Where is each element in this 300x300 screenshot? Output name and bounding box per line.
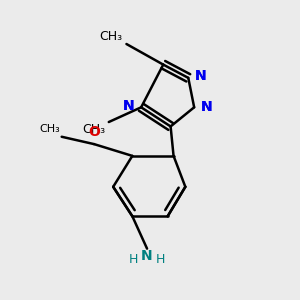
Text: N: N — [201, 100, 212, 114]
Text: N: N — [201, 100, 212, 114]
Text: CH₃: CH₃ — [99, 29, 122, 43]
Text: N: N — [123, 99, 135, 113]
Text: N: N — [195, 69, 206, 83]
Text: N: N — [141, 249, 153, 263]
Text: CH₃: CH₃ — [39, 124, 60, 134]
Text: N: N — [201, 100, 212, 114]
Text: N: N — [195, 69, 206, 83]
Text: H: H — [129, 253, 139, 266]
Text: O: O — [89, 125, 100, 140]
Text: H: H — [156, 253, 165, 266]
Text: N: N — [123, 99, 135, 113]
Text: N: N — [123, 99, 135, 113]
Text: CH₃: CH₃ — [83, 124, 106, 136]
Text: N: N — [195, 69, 206, 83]
